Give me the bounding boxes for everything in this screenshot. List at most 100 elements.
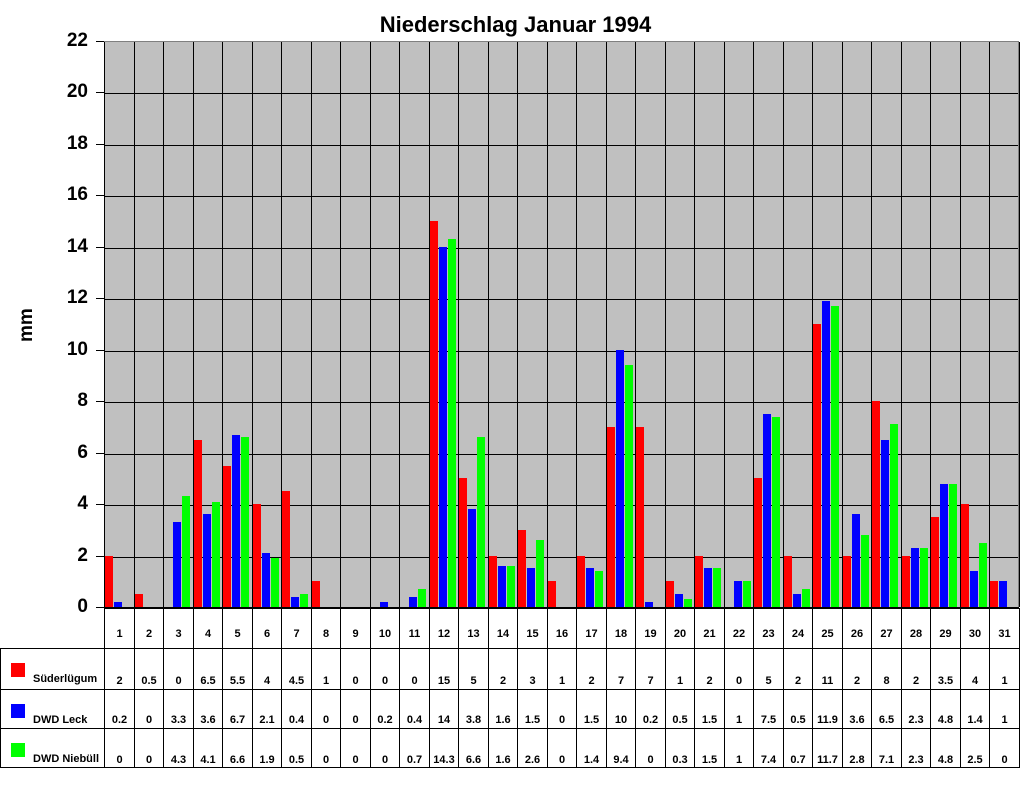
table-value: 2 [104,648,134,689]
table-value: 7.1 [871,728,901,768]
table-value: 0.5 [783,689,812,728]
y-tick-mark [96,298,104,300]
table-header-day: 10 [370,608,399,648]
gridline-vertical [694,42,695,607]
bar-s-derl-gum-day-12 [430,221,438,607]
y-tick-mark [96,246,104,248]
table-value: 15 [429,648,458,689]
bar-s-derl-gum-day-16 [548,581,556,607]
bar-dwd-leck-day-25 [822,300,830,607]
table-value: 0 [311,728,340,768]
table-value: 1 [989,648,1019,689]
bar-s-derl-gum-day-6 [253,504,261,607]
table-header-day: 8 [311,608,340,648]
bar-dwd-nieb-ll-day-4 [212,501,220,607]
gridline-horizontal [104,402,1018,404]
y-tick-mark [96,555,104,557]
table-header-day: 22 [724,608,753,648]
table-header-day: 2 [134,608,163,648]
table-value: 2 [842,648,871,689]
table-value: 0 [134,689,163,728]
bar-s-derl-gum-day-28 [902,555,910,607]
table-value: 5 [753,648,783,689]
bar-dwd-leck-day-11 [409,596,417,607]
table-value: 3.8 [458,689,488,728]
table-header-day: 16 [547,608,576,648]
gridline-vertical [901,42,902,607]
bar-dwd-leck-day-22 [734,581,742,607]
table-value: 0 [399,648,429,689]
table-value: 6.6 [222,728,252,768]
table-value: 6.7 [222,689,252,728]
table-header-day: 23 [753,608,783,648]
bar-s-derl-gum-day-21 [695,555,703,607]
table-value: 1.5 [576,689,606,728]
table-value: 1.6 [488,689,517,728]
bar-s-derl-gum-day-4 [194,439,202,607]
table-value: 0 [635,728,665,768]
gridline-vertical [724,42,725,607]
bar-dwd-nieb-ll-day-26 [861,534,869,607]
bar-s-derl-gum-day-19 [636,426,644,607]
table-value: 0 [134,728,163,768]
table-value: 0.7 [783,728,812,768]
y-tick-label: 2 [77,544,88,566]
bar-dwd-leck-day-4 [203,514,211,607]
table-value: 2 [694,648,724,689]
table-header-day: 24 [783,608,812,648]
table-header-day: 18 [606,608,635,648]
y-tick-label: 14 [66,235,88,257]
table-value: 1 [311,648,340,689]
table-value: 0.4 [399,689,429,728]
table-value: 0 [547,689,576,728]
table-value: 5 [458,648,488,689]
gridline-vertical [370,42,371,607]
table-header-day: 14 [488,608,517,648]
y-tick-label: 20 [66,81,88,103]
bar-s-derl-gum-day-5 [223,465,231,607]
bar-s-derl-gum-day-29 [931,516,939,607]
gridline-vertical [222,42,223,607]
table-rule [0,648,1019,649]
legend-swatch-s-derl-gum [11,663,25,677]
gridline-vertical [104,42,105,607]
bar-dwd-nieb-ll-day-25 [831,306,839,607]
table-value: 0 [370,728,399,768]
gridline-vertical [134,42,135,607]
table-value: 4 [960,648,989,689]
legend-swatch-dwd-leck [11,704,25,718]
bar-dwd-nieb-ll-day-15 [536,540,544,607]
table-right-border [1019,608,1020,768]
table-value: 9.4 [606,728,635,768]
table-header-day: 28 [901,608,930,648]
bar-s-derl-gum-day-1 [105,555,113,607]
gridline-vertical [812,42,813,607]
table-header-day: 12 [429,608,458,648]
table-value: 3.3 [163,689,193,728]
bar-dwd-nieb-ll-day-28 [920,547,928,607]
gridline-horizontal [104,556,1018,558]
table-value: 0.5 [281,728,311,768]
y-tick-mark [96,41,104,42]
table-value: 0.2 [635,689,665,728]
y-tick-mark [96,349,104,351]
bar-dwd-nieb-ll-day-11 [418,589,426,607]
y-tick-mark [96,504,104,506]
table-value: 1 [724,728,753,768]
table-value: 0.3 [665,728,694,768]
table-value: 11.7 [812,728,842,768]
table-value: 1 [665,648,694,689]
table-label-column-border [104,608,105,768]
table-value: 0.7 [399,728,429,768]
y-tick-mark [96,401,104,403]
table-value: 4.8 [930,689,960,728]
table-value: 7.5 [753,689,783,728]
bar-dwd-leck-day-15 [527,568,535,607]
table-header-day: 6 [252,608,281,648]
bar-dwd-nieb-ll-day-7 [300,594,308,607]
table-value: 0 [340,648,370,689]
table-value: 6.5 [193,648,222,689]
y-tick-mark [96,607,104,608]
gridline-vertical [517,42,518,607]
bar-s-derl-gum-day-24 [784,555,792,607]
